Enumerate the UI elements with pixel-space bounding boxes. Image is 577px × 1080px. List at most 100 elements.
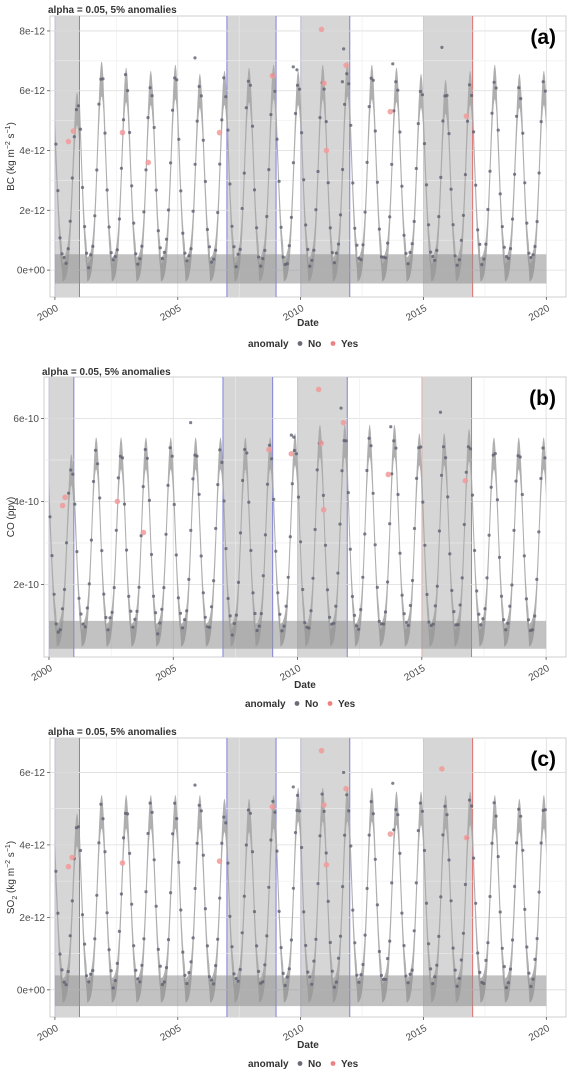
data-point-no — [207, 625, 212, 629]
legend-title: anomaly — [248, 1059, 289, 1070]
chart-title: alpha = 0.05, 5% anomalies — [48, 5, 177, 16]
data-point-no — [482, 257, 486, 261]
data-point-no — [334, 604, 338, 608]
data-point-no — [345, 793, 349, 797]
data-point-no — [101, 817, 105, 821]
data-point-no — [106, 628, 110, 632]
data-point-no — [320, 792, 324, 796]
data-point-no — [482, 981, 486, 986]
data-point-no — [183, 618, 187, 622]
data-point-no — [499, 594, 504, 598]
data-point-no — [446, 495, 450, 499]
data-point-no — [326, 181, 330, 185]
data-point-no — [361, 243, 365, 247]
data-point-no — [172, 502, 176, 507]
data-point-no — [152, 858, 156, 862]
data-point-no — [273, 810, 277, 814]
data-point-no — [371, 78, 375, 82]
data-point-no — [365, 886, 369, 891]
data-point-no — [259, 612, 263, 616]
data-point-no — [406, 623, 410, 628]
data-point-no — [470, 804, 474, 808]
data-point-no — [60, 968, 64, 972]
data-point-anomaly — [269, 804, 276, 810]
data-point-no — [224, 95, 228, 99]
data-point-no — [377, 619, 381, 624]
data-point-no — [457, 258, 461, 262]
data-point-no — [148, 801, 152, 805]
data-point-no — [404, 620, 408, 624]
data-point-no — [310, 982, 314, 986]
y-axis-label-part: BC — [6, 177, 17, 191]
shaded-period — [423, 16, 473, 297]
data-point-no — [404, 251, 408, 256]
data-point-anomaly — [463, 834, 470, 841]
y-axis-label-sup: −2 — [5, 141, 12, 149]
data-point-no — [230, 224, 234, 228]
data-point-no — [349, 844, 353, 848]
data-point-no — [508, 604, 512, 608]
data-point-no — [451, 223, 455, 227]
data-point-no — [498, 192, 502, 196]
data-point-no — [493, 452, 497, 456]
data-point-no — [193, 56, 197, 60]
data-point-no — [388, 939, 392, 943]
data-point-no — [238, 967, 242, 972]
data-point-no — [425, 592, 429, 597]
data-point-no — [265, 934, 269, 938]
data-point-no — [228, 614, 232, 618]
data-point-no — [359, 258, 363, 262]
data-point-no — [306, 970, 310, 974]
monthly-points — [54, 45, 547, 270]
data-point-no — [448, 552, 452, 556]
data-point-no — [287, 244, 291, 248]
data-point-no — [363, 210, 367, 214]
data-point-no — [222, 815, 226, 819]
data-point-no — [533, 614, 537, 618]
data-point-no — [141, 485, 145, 489]
data-point-no — [292, 435, 296, 439]
data-point-no — [232, 245, 236, 249]
data-point-no — [429, 967, 433, 971]
data-point-no — [283, 983, 287, 988]
data-point-no — [465, 119, 470, 123]
data-point-no — [247, 500, 251, 504]
data-point-no — [485, 576, 489, 580]
data-point-no — [81, 622, 85, 626]
data-point-no — [111, 258, 115, 262]
data-point-no — [450, 588, 454, 593]
data-point-anomaly — [269, 72, 276, 79]
data-point-no — [304, 223, 308, 227]
data-point-no — [410, 968, 414, 972]
data-point-no — [306, 247, 310, 251]
data-point-no — [389, 425, 393, 429]
data-point-no — [69, 468, 73, 472]
data-point-no — [212, 257, 216, 261]
data-point-no — [346, 491, 350, 495]
x-tick-label: 2000 — [36, 303, 61, 324]
data-point-no — [342, 47, 346, 51]
data-point-no — [274, 549, 278, 553]
data-point-no — [402, 233, 406, 237]
data-point-no — [142, 937, 146, 941]
data-point-no — [104, 615, 108, 620]
data-point-no — [466, 445, 470, 449]
data-point-no — [400, 593, 404, 597]
data-point-no — [367, 105, 371, 109]
y-axis-label-part: ) — [6, 841, 17, 844]
data-point-no — [392, 439, 396, 443]
x-axis-label: Date — [297, 318, 319, 329]
data-point-anomaly — [343, 785, 349, 792]
data-point-no — [187, 577, 191, 582]
data-point-no — [510, 938, 515, 942]
data-point-no — [89, 538, 93, 542]
data-point-anomaly — [323, 862, 330, 868]
data-point-no — [183, 251, 187, 255]
data-point-no — [226, 596, 230, 601]
data-point-no — [261, 257, 265, 261]
data-point-no — [467, 83, 472, 87]
data-point-no — [154, 904, 158, 908]
data-point-no — [344, 439, 348, 443]
y-tick-label: 0e+00 — [17, 985, 46, 996]
data-point-no — [199, 809, 203, 813]
